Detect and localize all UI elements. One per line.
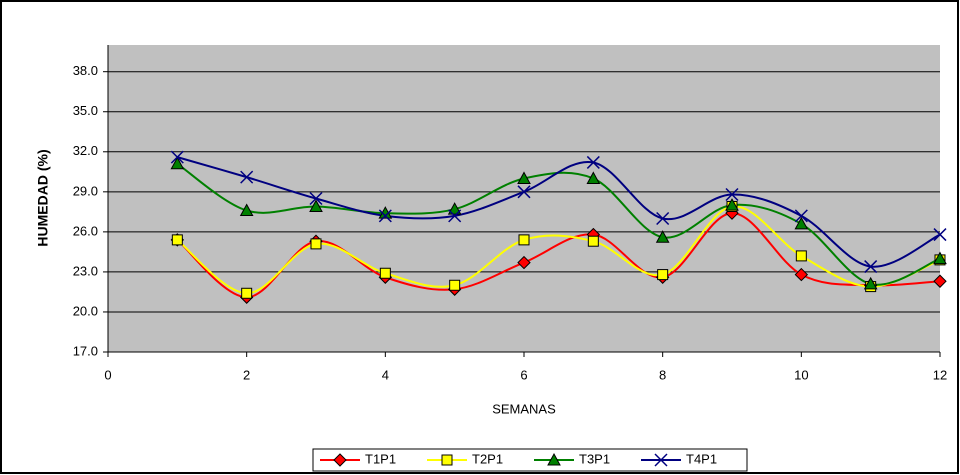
marker: [655, 230, 670, 243]
y-tick-label: 20.0: [73, 303, 98, 318]
marker: [547, 452, 561, 466]
x-axis-label: SEMANAS: [492, 401, 556, 416]
marker: [864, 260, 878, 274]
marker: [586, 171, 601, 184]
legend-label: T1P1: [365, 451, 396, 466]
x-tick-label: 10: [794, 367, 808, 382]
x-tick-label: 8: [659, 367, 666, 382]
y-tick-label: 26.0: [73, 223, 98, 238]
marker: [447, 202, 462, 215]
marker: [656, 211, 670, 226]
marker: [933, 228, 947, 242]
marker: [933, 251, 947, 265]
plot-area: [108, 45, 940, 352]
y-tick-label: 32.0: [73, 143, 98, 158]
marker: [517, 255, 531, 270]
marker: [586, 155, 600, 169]
marker: [310, 238, 322, 250]
marker: [657, 269, 669, 281]
marker: [794, 216, 809, 230]
legend-label: T3P1: [579, 451, 610, 466]
marker: [933, 274, 947, 288]
marker: [448, 209, 462, 223]
marker: [863, 276, 878, 290]
legend-label: T2P1: [472, 451, 503, 466]
marker: [517, 171, 531, 184]
marker: [239, 203, 254, 217]
marker: [240, 170, 254, 184]
marker: [449, 279, 461, 291]
marker: [171, 234, 183, 246]
legend-label: T4P1: [686, 451, 717, 466]
marker: [517, 185, 531, 199]
x-tick-label: 4: [382, 367, 389, 382]
marker: [795, 250, 807, 262]
x-tick-label: 6: [520, 367, 527, 382]
marker: [309, 199, 323, 213]
marker: [654, 453, 668, 467]
x-tick-label: 0: [104, 367, 111, 382]
y-tick-label: 38.0: [73, 63, 98, 78]
marker: [379, 267, 391, 279]
y-tick-label: 23.0: [73, 263, 98, 278]
marker: [241, 287, 253, 299]
series-line: [176, 162, 941, 286]
marker: [333, 453, 347, 467]
marker: [794, 209, 808, 223]
y-tick-label: 29.0: [73, 183, 98, 198]
marker: [378, 209, 392, 223]
x-tick-label: 12: [933, 367, 947, 382]
marker: [170, 150, 184, 164]
x-tick-label: 2: [243, 367, 250, 382]
marker: [170, 156, 185, 170]
marker: [518, 234, 530, 246]
marker: [441, 454, 453, 466]
marker: [725, 198, 739, 211]
y-tick-label: 17.0: [73, 343, 98, 358]
y-tick-label: 35.0: [73, 103, 98, 118]
marker: [587, 235, 599, 247]
y-axis-label: HUMEDAD (%): [35, 149, 51, 246]
legend: [312, 448, 748, 472]
marker: [725, 187, 739, 202]
marker: [309, 191, 323, 206]
marker: [794, 267, 809, 282]
